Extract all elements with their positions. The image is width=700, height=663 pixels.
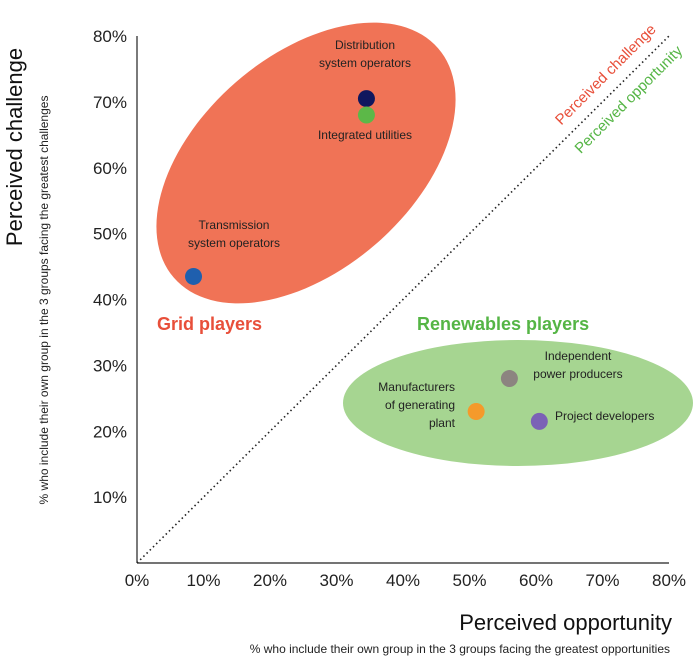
group-regions (156, 22, 693, 466)
point-label: Distribution system operators (319, 38, 411, 70)
point-labels: Distribution system operators Integrated u… (188, 38, 654, 430)
tick-labels: 0% 10% 20% 30% 40% 50% 60% 70% 80% 10% 20% 30% 40% 50… (93, 27, 686, 590)
point-label-line: system operators (188, 236, 280, 250)
data-point (357, 90, 375, 108)
axes (136, 36, 669, 564)
x-tick-label: 80% (652, 571, 686, 590)
y-tick-label: 20% (93, 422, 127, 441)
x-tick-label: 70% (585, 571, 619, 590)
x-tick-label: 60% (519, 571, 553, 590)
point-label-line: Independent (545, 349, 612, 363)
y-tick-label: 60% (93, 159, 127, 178)
group-label-grid-players: Grid players (157, 314, 262, 334)
point-label: Transmission system operators (188, 218, 280, 250)
y-tick-label: 30% (93, 356, 127, 375)
parity-diagonal-line (136, 35, 670, 564)
x-tick-label: 0% (125, 571, 150, 590)
y-tick-label: 70% (93, 93, 127, 112)
point-label-line: power producers (533, 367, 622, 381)
y-axis-subtitle: % who include their own group in the 3 g… (37, 96, 51, 505)
x-tick-label: 10% (186, 571, 220, 590)
x-tick-label: 20% (253, 571, 287, 590)
point-label-line: Distribution (335, 38, 395, 52)
point-label-line: Integrated utilities (318, 128, 412, 142)
point-label-line: system operators (319, 56, 411, 70)
point-label-line: Transmission (199, 218, 270, 232)
point-label: Project developers (555, 409, 654, 423)
y-tick-label: 50% (93, 225, 127, 244)
group-region-grid-players (156, 22, 456, 304)
x-axis-subtitle: % who include their own group in the 3 g… (250, 642, 670, 656)
x-axis-title: Perceived opportunity (459, 610, 672, 635)
point-label-line: plant (429, 416, 456, 430)
group-region-renewables-players (343, 340, 693, 466)
data-point (467, 402, 485, 420)
point-label-line: of generating (385, 398, 455, 412)
y-tick-label: 10% (93, 488, 127, 507)
data-point (185, 267, 203, 285)
data-point (357, 106, 375, 124)
point-label: Integrated utilities (318, 128, 412, 142)
y-tick-label: 80% (93, 27, 127, 46)
y-axis-title: Perceived challenge (2, 48, 27, 246)
x-tick-label: 40% (386, 571, 420, 590)
x-tick-label: 30% (319, 571, 353, 590)
point-label: Manufacturers of generating plant (378, 380, 455, 430)
y-tick-label: 40% (93, 291, 127, 310)
point-label-line: Project developers (555, 409, 654, 423)
point-label: Independent power producers (533, 349, 622, 381)
data-point (500, 370, 518, 388)
point-label-line: Manufacturers (378, 380, 455, 394)
group-label-renewables-players: Renewables players (417, 314, 589, 334)
data-points (185, 90, 548, 430)
x-tick-label: 50% (452, 571, 486, 590)
data-point (530, 412, 548, 430)
